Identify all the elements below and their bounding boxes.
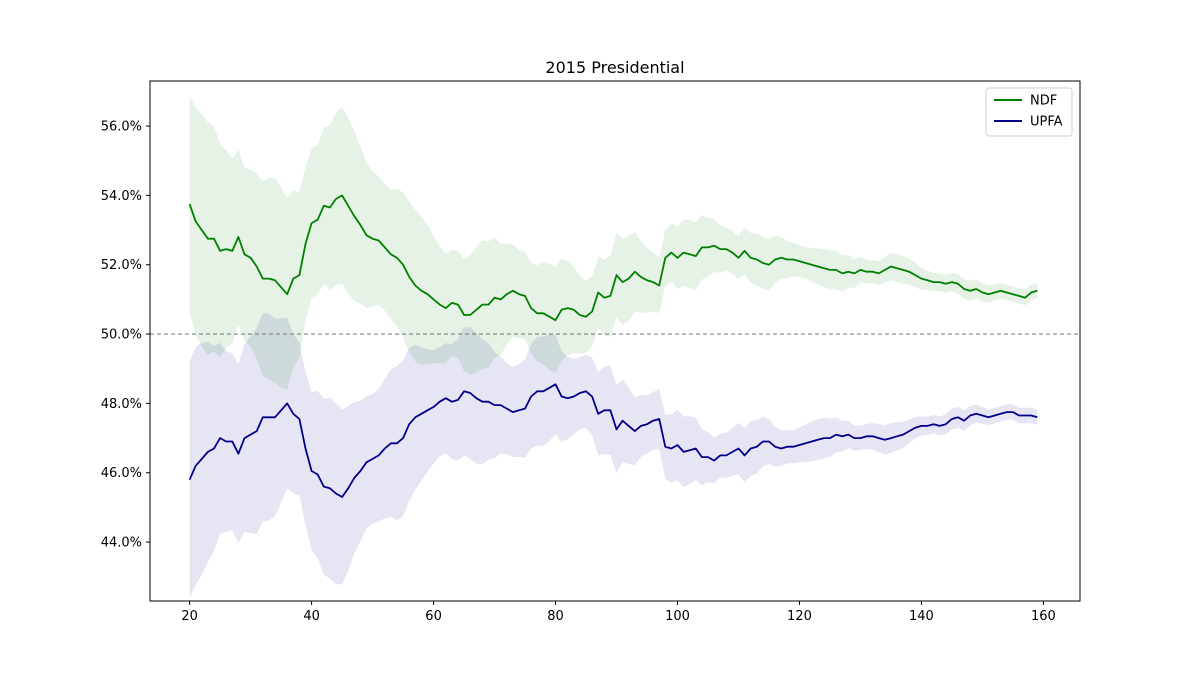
- y-tick-label: 54.0%: [101, 189, 142, 204]
- legend-label-upfa: UPFA: [1030, 115, 1063, 130]
- x-tick-label: 140: [909, 609, 934, 624]
- x-tick-label: 160: [1031, 609, 1056, 624]
- x-tick-label: 120: [787, 609, 812, 624]
- y-tick-label: 52.0%: [101, 258, 142, 273]
- series-lines: [188, 194, 1038, 498]
- legend[interactable]: NDF UPFA: [985, 87, 1073, 137]
- series-line-ndf: [188, 194, 1038, 322]
- y-axis: 44.0% 46.0% 48.0% 50.0% 52.0% 54.0% 56.0%: [101, 120, 150, 551]
- y-tick-label: 46.0%: [101, 466, 142, 481]
- y-tick-label: 48.0%: [101, 397, 142, 412]
- band-upfa: [189, 312, 1038, 598]
- y-tick-label: 50.0%: [101, 328, 142, 343]
- x-tick-label: 80: [547, 609, 564, 624]
- plot-frame: [149, 80, 1081, 602]
- x-tick-label: 60: [425, 609, 442, 624]
- y-tick-label: 44.0%: [101, 536, 142, 551]
- legend-label-ndf: NDF: [1030, 94, 1057, 109]
- confidence-bands: [189, 95, 1038, 598]
- band-ndf: [189, 95, 1038, 390]
- x-axis: 20 40 60 80 100 120 140 160: [181, 601, 1056, 624]
- series-line-upfa: [188, 383, 1038, 498]
- y-tick-label: 56.0%: [101, 120, 142, 135]
- x-tick-label: 100: [665, 609, 690, 624]
- x-tick-label: 20: [181, 609, 198, 624]
- chart-title: 2015 Presidential: [545, 58, 684, 77]
- x-tick-label: 40: [303, 609, 320, 624]
